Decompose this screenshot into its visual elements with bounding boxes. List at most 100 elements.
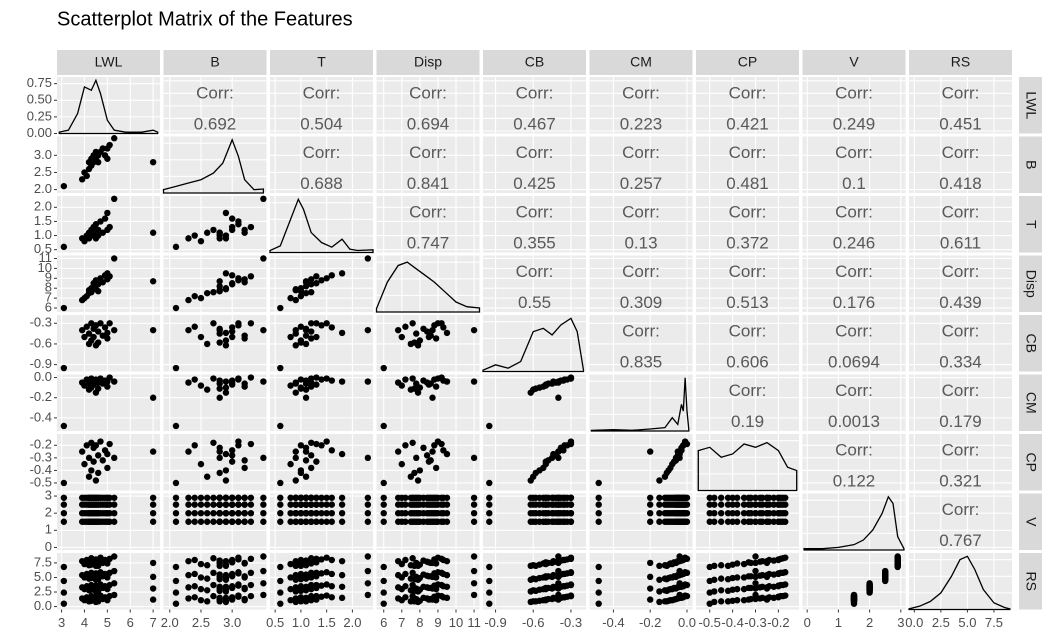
point <box>398 382 405 389</box>
y-tick-label: -0.3 <box>30 315 52 330</box>
point <box>95 576 102 583</box>
point <box>567 581 575 589</box>
point <box>191 232 198 239</box>
point <box>413 454 420 462</box>
corr-label: Corr: <box>409 143 447 162</box>
point <box>78 326 86 334</box>
point <box>60 563 68 571</box>
point <box>235 375 242 382</box>
point <box>216 377 223 384</box>
x-tick-label: -0.9 <box>484 615 506 630</box>
point <box>429 394 436 401</box>
x-tick-label: 0.0 <box>905 615 923 630</box>
point <box>646 585 654 592</box>
point <box>717 509 725 517</box>
point <box>763 559 771 567</box>
point <box>752 580 759 587</box>
point <box>567 374 575 381</box>
y-tick-label: 7 <box>45 290 52 305</box>
point <box>277 589 284 596</box>
point <box>676 580 683 587</box>
point <box>532 598 539 605</box>
point <box>216 283 223 290</box>
point <box>287 501 294 508</box>
x-tick-label: 2.0 <box>343 615 361 630</box>
point <box>752 553 759 560</box>
point <box>308 383 315 390</box>
point <box>328 556 335 564</box>
point <box>197 294 205 302</box>
panel-background <box>270 77 373 134</box>
point <box>740 518 748 525</box>
point <box>95 328 102 335</box>
point <box>676 553 683 560</box>
point <box>555 591 562 599</box>
point <box>770 518 778 525</box>
column-strip-label: T <box>317 54 326 70</box>
point <box>222 450 230 458</box>
panel-background <box>909 77 1012 134</box>
point <box>60 518 68 525</box>
point <box>486 600 493 607</box>
corr-label: Corr: <box>729 262 767 281</box>
point <box>711 518 718 525</box>
point <box>302 380 310 387</box>
point <box>470 518 478 525</box>
point <box>409 439 416 446</box>
y-tick-label: -0.6 <box>30 335 52 350</box>
row-strip-label: RS <box>1023 572 1039 591</box>
corr-value: 0.257 <box>620 174 663 193</box>
point <box>172 563 180 571</box>
column-strip <box>270 50 373 75</box>
point <box>402 494 409 501</box>
point <box>185 501 192 508</box>
x-tick-label: 5.0 <box>958 615 976 630</box>
point <box>228 226 236 234</box>
panel-background <box>483 196 586 253</box>
point <box>104 335 111 342</box>
point <box>676 501 683 508</box>
corr-value: 0.0013 <box>828 412 880 431</box>
point <box>302 326 310 334</box>
point <box>470 378 478 385</box>
point <box>423 328 431 335</box>
point <box>724 598 732 605</box>
point <box>717 575 725 582</box>
point <box>486 577 493 585</box>
panel-background <box>163 374 267 431</box>
row-strip-label: B <box>1023 160 1039 169</box>
y-tick-label: 0.00 <box>27 125 52 140</box>
point <box>782 509 789 517</box>
corr-label: Corr: <box>835 83 873 102</box>
point <box>882 567 889 575</box>
point <box>527 598 534 606</box>
panel-background <box>589 196 693 253</box>
point <box>550 494 557 501</box>
point <box>111 494 118 501</box>
point <box>302 457 310 464</box>
point <box>308 328 315 335</box>
point <box>724 494 732 501</box>
point <box>172 422 180 430</box>
point <box>429 501 436 508</box>
point <box>567 592 575 600</box>
point <box>216 518 223 525</box>
point <box>228 324 236 331</box>
point <box>595 563 602 571</box>
point <box>97 218 104 225</box>
point <box>656 598 663 606</box>
row-strip-label: LWL <box>1023 91 1039 119</box>
y-tick-label: 0.0 <box>34 369 52 384</box>
point <box>292 448 299 455</box>
point <box>667 574 674 581</box>
point <box>427 380 434 387</box>
point <box>364 518 372 525</box>
point <box>438 374 445 381</box>
point <box>328 494 335 501</box>
point <box>413 330 420 337</box>
point <box>292 501 299 508</box>
corr-value: 0.767 <box>939 531 982 550</box>
point <box>277 600 284 607</box>
panel-background <box>909 196 1012 253</box>
